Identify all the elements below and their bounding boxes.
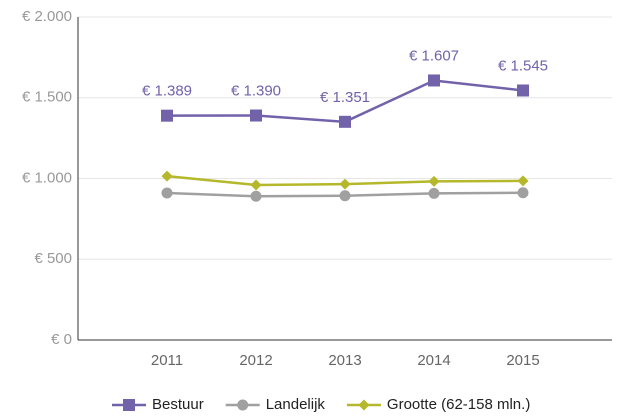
data-point	[339, 115, 351, 128]
data-point	[428, 175, 440, 187]
legend-label: Grootte (62-158 mln.)	[387, 396, 530, 413]
data-point	[161, 170, 173, 182]
data-point	[428, 74, 440, 87]
data-point	[250, 190, 262, 202]
legend-marker	[237, 399, 249, 411]
legend-marker	[358, 399, 370, 411]
legend-label: Landelijk	[266, 396, 326, 413]
y-tick-label: € 1.500	[22, 89, 72, 106]
y-tick-label: € 0	[51, 331, 72, 348]
data-point	[339, 178, 351, 190]
x-tick-label: 2011	[151, 352, 183, 369]
data-point	[250, 179, 262, 191]
y-tick-label: € 1.000	[22, 169, 72, 186]
x-tick-label: 2012	[239, 352, 272, 369]
data-point	[161, 187, 173, 199]
data-label: € 1.389	[142, 83, 192, 100]
data-label: € 1.545	[498, 57, 548, 74]
data-point	[339, 190, 351, 202]
data-point	[428, 187, 440, 199]
legend-label: Bestuur	[152, 396, 204, 413]
data-label: € 1.607	[409, 47, 459, 64]
x-tick-label: 2015	[506, 352, 539, 369]
x-tick-label: 2013	[328, 352, 361, 369]
data-point	[250, 109, 262, 122]
y-tick-label: € 500	[34, 250, 72, 267]
data-point	[517, 84, 529, 97]
data-point	[161, 109, 173, 122]
data-label: € 1.390	[231, 82, 281, 99]
data-point	[517, 175, 529, 187]
x-tick-label: 2014	[417, 352, 450, 369]
data-label: € 1.351	[320, 89, 370, 106]
y-tick-label: € 2.000	[22, 8, 72, 25]
data-point	[517, 187, 529, 199]
legend-marker	[123, 399, 135, 411]
